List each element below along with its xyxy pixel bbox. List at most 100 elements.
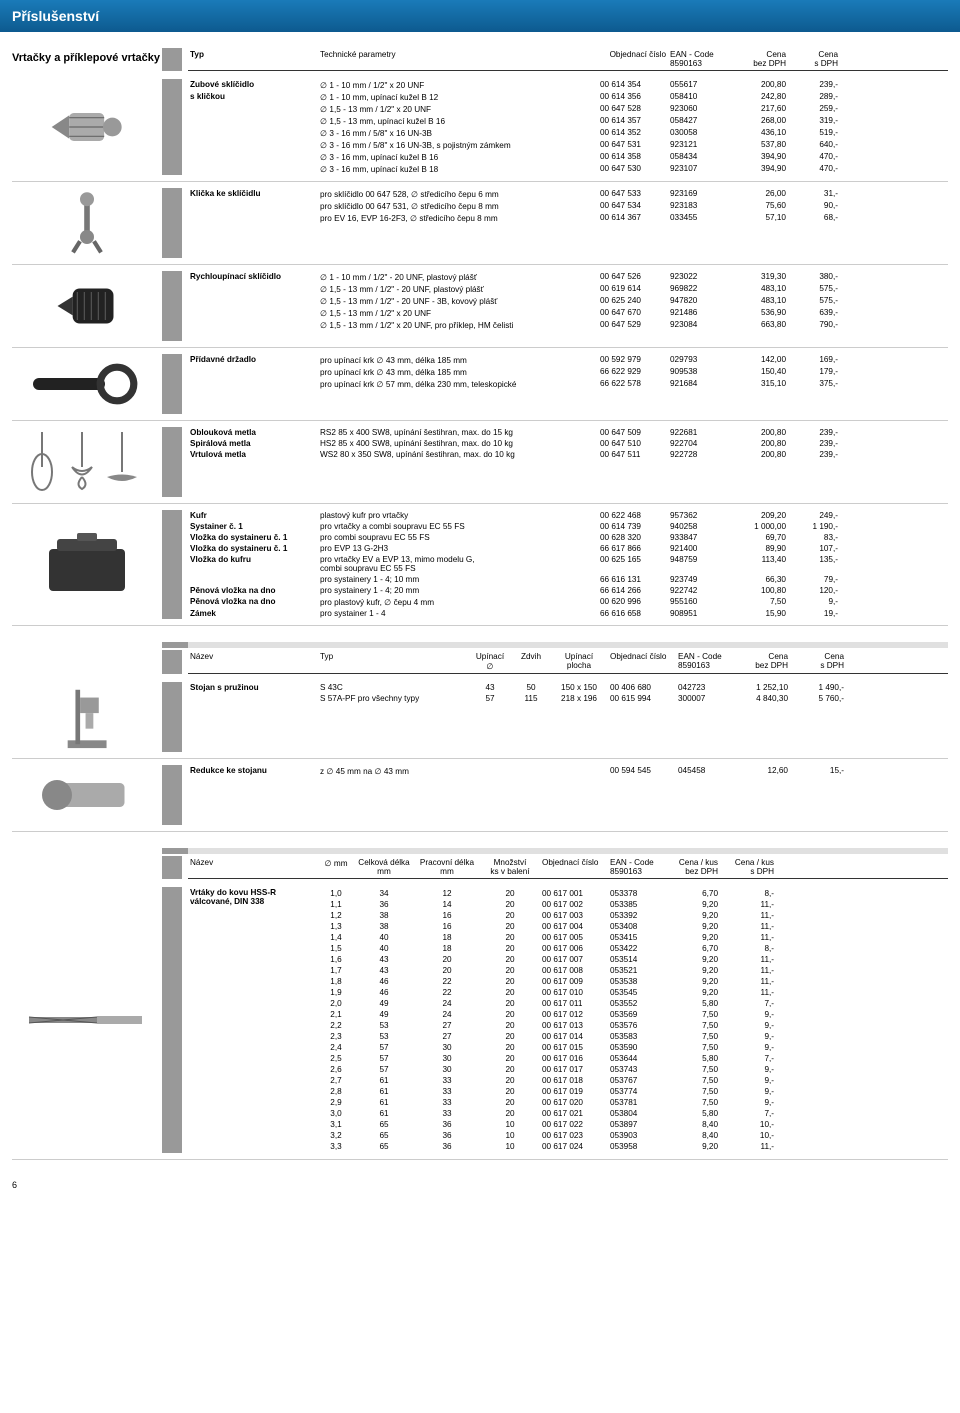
table-row: 2,353272000 617 0140535837,509,-	[318, 1031, 948, 1042]
table-row: ∅ 1,5 - 13 mm, upínací kužel B 1600 614 …	[188, 115, 948, 127]
row-ean: 922742	[668, 586, 728, 595]
table-row: 1,338162000 617 0040534089,2011,-	[318, 921, 948, 932]
row-pd: 30	[414, 1043, 480, 1052]
row-ean: 053644	[608, 1054, 664, 1063]
table-row: Stojan s pružinouS 43C4350150 x 15000 40…	[188, 682, 948, 693]
row-label: Vložka do systaineru č. 1	[188, 544, 318, 553]
row-mm: 2,9	[318, 1098, 354, 1107]
row-cd: 65	[354, 1131, 414, 1140]
case-icon	[12, 510, 162, 619]
row-pk: 10	[480, 1120, 540, 1129]
row-mm: 2,3	[318, 1032, 354, 1041]
row-param: pro plastový kufr, ∅ čepu 4 mm	[318, 597, 598, 607]
h-name: Název	[188, 652, 318, 671]
row-obj: 00 617 017	[540, 1065, 608, 1074]
h-up: Upínací ∅	[468, 652, 512, 671]
row-label	[188, 296, 318, 306]
table-row: 1,946222000 617 0100535459,2011,-	[318, 987, 948, 998]
row-obj: 00 617 008	[540, 966, 608, 975]
row-label: Redukce ke stojanu	[188, 766, 318, 776]
table-row: s kličkou∅ 1 - 10 mm, upínací kužel B 12…	[188, 91, 948, 103]
h-p2: Cena / kus s DPH	[720, 858, 776, 876]
row-ean: 058427	[668, 116, 728, 126]
row-pd: 16	[414, 911, 480, 920]
row-param: pro upínací krk ∅ 57 mm, délka 230 mm, t…	[318, 379, 598, 389]
row-p2: 380,-	[788, 272, 840, 282]
row-param: ∅ 1 - 10 mm / 1/2" - 20 UNF, plastový pl…	[318, 272, 598, 282]
table-row: Systainer č. 1pro vrtačky a combi soupra…	[188, 521, 948, 532]
row-pd: 36	[414, 1131, 480, 1140]
row-obj: 00 647 511	[598, 450, 668, 459]
row-ean: 909538	[668, 367, 728, 377]
table-row: 2,657302000 617 0170537437,509,-	[318, 1064, 948, 1075]
row-pk: 20	[480, 1076, 540, 1085]
row-ean: 033455	[668, 213, 728, 223]
row-mm: 2,1	[318, 1010, 354, 1019]
row-p2: 9,-	[720, 1010, 776, 1019]
row-ean: 957362	[668, 511, 728, 520]
h-cd: Celková délka mm	[354, 858, 414, 876]
row-param: pro sklíčidlo 00 647 531, ∅ středicího č…	[318, 201, 598, 211]
row-p2: 470,-	[788, 164, 840, 174]
row-ean: 053583	[608, 1032, 664, 1041]
row-obj: 00 617 013	[540, 1021, 608, 1030]
row-label: Přídavné držadlo	[188, 355, 318, 365]
row-obj: 00 617 010	[540, 988, 608, 997]
row-cd: 61	[354, 1076, 414, 1085]
row-ean: 053576	[608, 1021, 664, 1030]
row-label	[188, 201, 318, 211]
row-pd: 12	[414, 889, 480, 898]
table-row: 1,643202000 617 0070535149,2011,-	[318, 954, 948, 965]
row-cd: 57	[354, 1043, 414, 1052]
row-zd: 50	[512, 683, 550, 692]
row-ean: 030058	[668, 128, 728, 138]
table-row: ∅ 1,5 - 13 mm / 1/2" x 20 UNF00 647 6709…	[188, 307, 948, 319]
row-ean: 045458	[676, 766, 734, 776]
table-row: ∅ 1,5 - 13 mm / 1/2" - 20 UNF - 3B, kovo…	[188, 295, 948, 307]
row-pk: 20	[480, 977, 540, 986]
h-typ: Typ	[318, 652, 468, 671]
row-p2: 7,-	[720, 1054, 776, 1063]
row-p1: 12,60	[734, 766, 790, 776]
row-label	[188, 116, 318, 126]
row-p2: 239,-	[788, 80, 840, 90]
h-p1: Cena / kus bez DPH	[664, 858, 720, 876]
table-header: Název Typ Upínací ∅ Zdvih Upínací plocha…	[188, 650, 948, 674]
row-pk: 10	[480, 1131, 540, 1140]
row-param: pro upínací krk ∅ 43 mm, délka 185 mm	[318, 355, 598, 365]
row-p2: 9,-	[720, 1087, 776, 1096]
row-zd: 115	[512, 694, 550, 703]
row-p2: 11,-	[720, 900, 776, 909]
row-mm: 1,2	[318, 911, 354, 920]
row-p2: 19,-	[788, 609, 840, 618]
row-obj: 66 622 929	[598, 367, 668, 377]
row-p1: 663,80	[728, 320, 788, 330]
row-cd: 46	[354, 977, 414, 986]
row-p1: 315,10	[728, 379, 788, 389]
row-label: Vložka do systaineru č. 1	[188, 533, 318, 542]
row-ean: 922728	[668, 450, 728, 459]
row-mm: 1,6	[318, 955, 354, 964]
row-obj: 00 617 023	[540, 1131, 608, 1140]
table-row: Zámekpro systainer 1 - 466 616 658908951…	[188, 608, 948, 619]
row-up: 57	[468, 694, 512, 703]
row-ean: 053767	[608, 1076, 664, 1085]
table-header: Typ Technické parametry Objednací číslo …	[188, 48, 948, 71]
row-obj: 00 617 019	[540, 1087, 608, 1096]
row-p1: 394,90	[728, 164, 788, 174]
row-ean: 053743	[608, 1065, 664, 1074]
row-p2: 375,-	[788, 379, 840, 389]
row-param: ∅ 3 - 16 mm / 5/8" x 16 UN-3B, s pojistn…	[318, 140, 598, 150]
row-p1: 9,20	[664, 988, 720, 997]
row-pl: 218 x 196	[550, 694, 608, 703]
row-p2: 639,-	[788, 308, 840, 318]
chuck-icon	[12, 79, 162, 175]
row-mm: 3,1	[318, 1120, 354, 1129]
row-p2: 11,-	[720, 1142, 776, 1151]
section-stand: Název Typ Upínací ∅ Zdvih Upínací plocha…	[12, 642, 948, 832]
row-cd: 43	[354, 955, 414, 964]
h-param: Technické parametry	[318, 50, 468, 68]
row-pk: 20	[480, 1032, 540, 1041]
table-row: 2,557302000 617 0160536445,807,-	[318, 1053, 948, 1064]
row-p2: 1 190,-	[788, 522, 840, 531]
